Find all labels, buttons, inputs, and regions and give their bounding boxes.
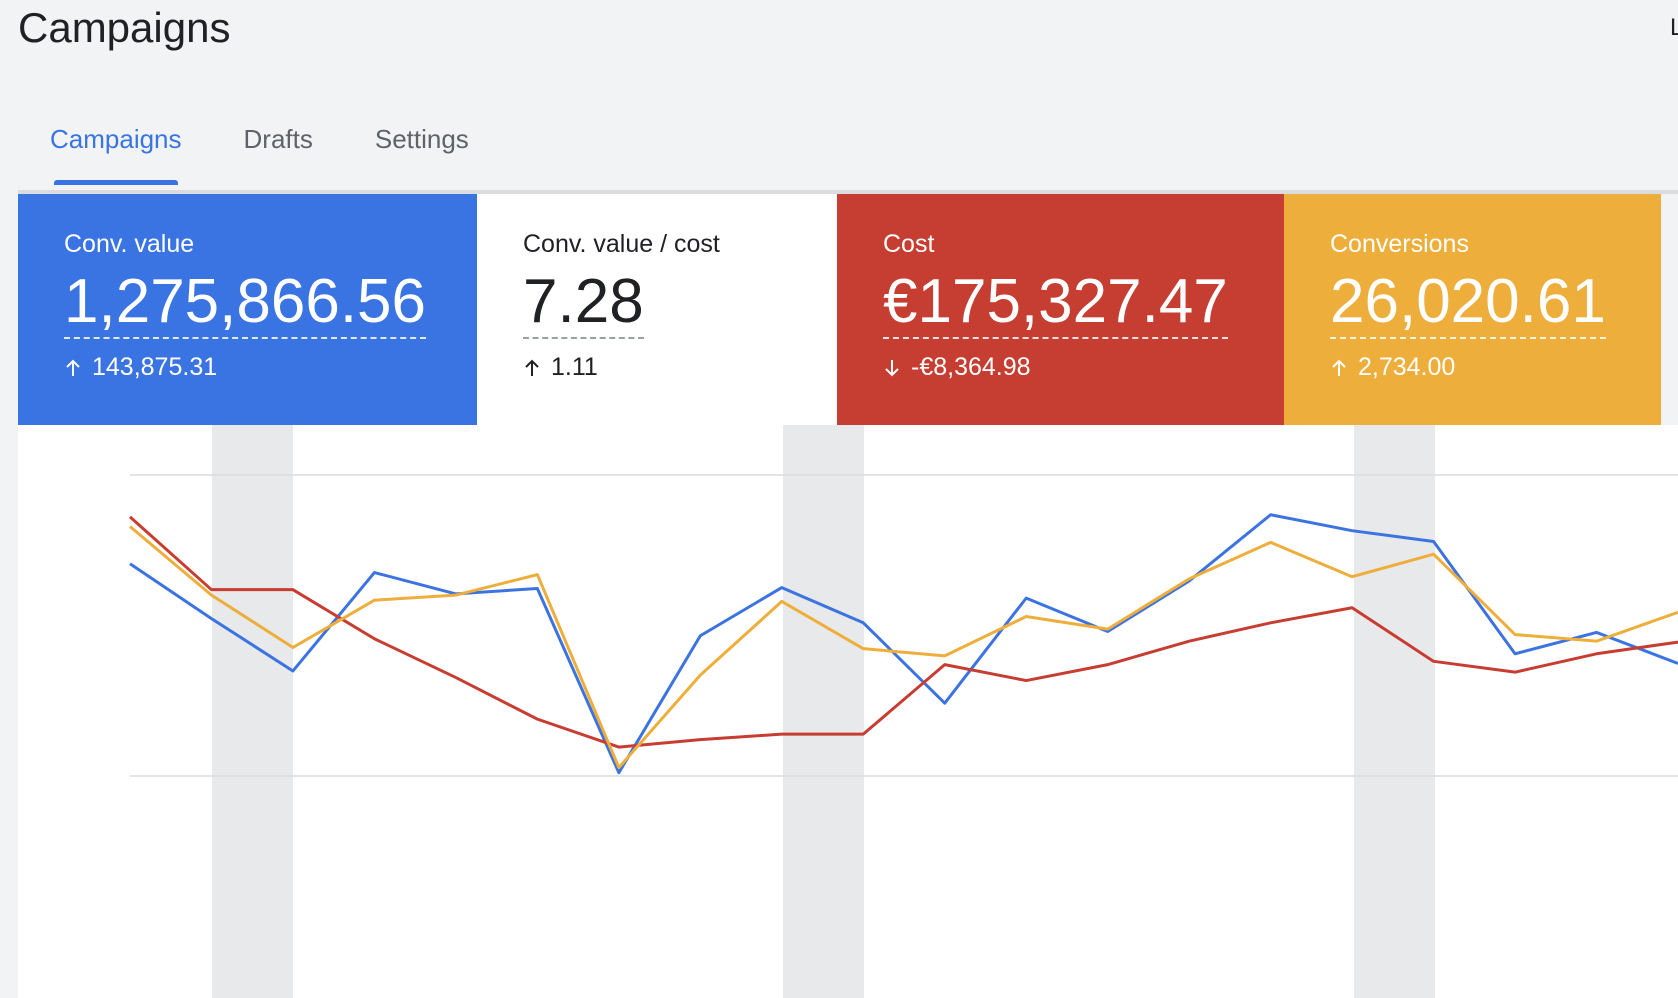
arrow-icon	[1332, 359, 1346, 376]
arrow	[66, 359, 80, 376]
metric-label: Conv. value / cost	[523, 230, 720, 258]
arrow	[885, 359, 899, 376]
arrow	[1332, 359, 1346, 376]
metric-delta-row: 1.11	[523, 353, 837, 382]
series-line	[129, 515, 1678, 749]
tab[interactable]: Campaigns	[50, 124, 182, 185]
tab[interactable]: Drafts	[243, 124, 313, 154]
metric-card[interactable]: Conv. value / cost 7.28 1.11	[477, 194, 837, 425]
metric-value: 1,275,866.56	[64, 267, 427, 339]
metric-value: €175,327.47	[883, 267, 1228, 339]
arrow-icon	[66, 359, 80, 376]
metric-delta-row: 2,734.00	[1330, 353, 1661, 382]
metric-delta: 1.11	[551, 353, 598, 381]
metric-label: Conversions	[1330, 230, 1469, 258]
weekend-band	[1354, 425, 1435, 998]
divider	[18, 190, 1678, 194]
metric-value-wrap: 1,275,866.56	[64, 259, 477, 339]
series-line	[129, 513, 1678, 775]
metric-delta: 143,875.31	[92, 353, 218, 381]
page-title: Campaigns	[18, 4, 231, 51]
metric-label: Cost	[883, 230, 935, 258]
metric-value: 7.28	[523, 267, 644, 339]
metric-value-wrap: €175,327.47	[883, 259, 1284, 339]
arrow-icon	[885, 359, 899, 376]
metric-card[interactable]: Conversions 26,020.61 2,734.00	[1284, 194, 1661, 425]
tabs: Campaigns Drafts Settings	[50, 124, 469, 185]
metric-value: 26,020.61	[1330, 267, 1606, 339]
metric-label: Conv. value	[64, 230, 195, 258]
metric-value-wrap: 26,020.61	[1330, 259, 1661, 339]
weekend-band	[212, 425, 293, 998]
arrow-icon	[525, 359, 539, 376]
metric-cards: Conv. value 1,275,866.56 143,875.31 Conv. v…	[18, 194, 1661, 425]
metric-value-wrap: 7.28	[523, 259, 837, 339]
metric-delta-row: 143,875.31	[64, 353, 477, 382]
corner-text: L	[1670, 14, 1678, 41]
metric-delta-row: -€8,364.98	[883, 353, 1284, 382]
metric-delta: -€8,364.98	[911, 353, 1031, 381]
metric-delta: 2,734.00	[1358, 353, 1456, 381]
metric-card[interactable]: Conv. value 1,275,866.56 143,875.31	[18, 194, 477, 425]
arrow	[525, 359, 539, 376]
chart	[18, 425, 1678, 998]
weekend-band	[783, 425, 864, 998]
metric-card[interactable]: Cost €175,327.47 -€8,364.98	[837, 194, 1284, 425]
series-line	[129, 525, 1678, 770]
tab[interactable]: Settings	[374, 124, 469, 154]
